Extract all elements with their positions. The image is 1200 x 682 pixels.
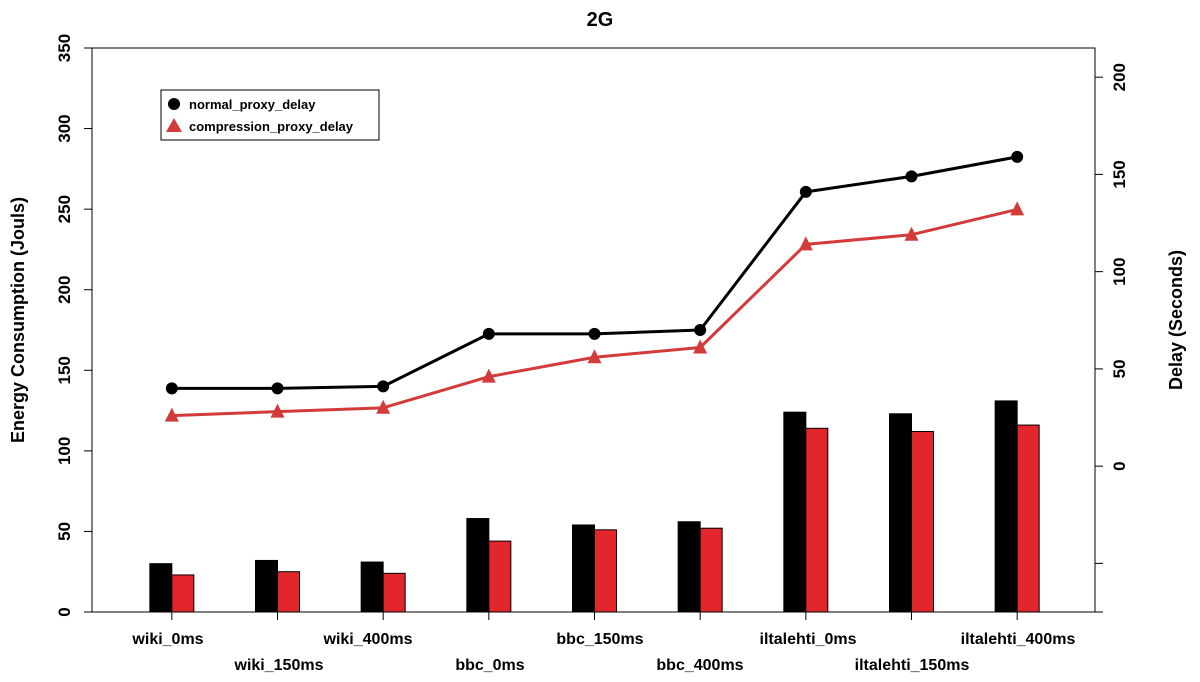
y2-axis-title: Delay (Seconds) (1166, 250, 1186, 390)
point-normal_proxy_delay-bbc_400ms (694, 324, 706, 336)
x-tick-label-bbc_400ms: bbc_400ms (656, 657, 743, 674)
line-compression_proxy_delay (172, 209, 1017, 415)
y2-tick-label-50: 50 (1110, 359, 1129, 378)
bar-s2-bbc_150ms (595, 530, 617, 612)
bar-s1-wiki_0ms (150, 564, 172, 612)
bar-s2-wiki_0ms (172, 575, 194, 612)
legend: normal_proxy_delay compression_proxy_dela… (161, 90, 379, 140)
y2-tick-label-100: 100 (1110, 257, 1129, 285)
y-tick-label-0: 0 (55, 607, 74, 616)
bar-s2-iltalehti_0ms (806, 428, 828, 612)
point-normal_proxy_delay-iltalehti_0ms (800, 186, 812, 198)
point-normal_proxy_delay-wiki_150ms (272, 382, 284, 394)
lines-layer (165, 151, 1024, 422)
bar-s1-iltalehti_0ms (784, 412, 806, 612)
bar-s2-bbc_400ms (700, 528, 722, 612)
x-tick-label-iltalehti_0ms: iltalehti_0ms (760, 631, 857, 648)
y-axis-title: Energy Consumption (Jouls) (8, 197, 28, 443)
y2-tick-label-150: 150 (1110, 160, 1129, 188)
bar-s1-iltalehti_400ms (995, 401, 1017, 612)
point-normal_proxy_delay-wiki_0ms (166, 382, 178, 394)
point-compression_proxy_delay-iltalehti_400ms (1010, 201, 1024, 215)
x-tick-label-wiki_150ms: wiki_150ms (234, 657, 324, 674)
bar-s1-bbc_400ms (678, 522, 700, 612)
chart-title: 2G (587, 9, 614, 31)
y-tick-label-50: 50 (55, 522, 74, 541)
bars-layer (150, 401, 1039, 612)
bar-s1-wiki_400ms (361, 562, 383, 612)
legend-marker-normal_proxy_delay (168, 98, 180, 110)
bar-s1-iltalehti_150ms (890, 414, 912, 612)
point-normal_proxy_delay-wiki_400ms (377, 380, 389, 392)
bar-s2-wiki_400ms (383, 573, 405, 612)
legend-label-normal_proxy_delay: normal_proxy_delay (189, 97, 316, 112)
x-tick-label-iltalehti_150ms: iltalehti_150ms (855, 657, 970, 674)
y2-tick-label-0: 0 (1110, 461, 1129, 470)
point-normal_proxy_delay-bbc_0ms (483, 328, 495, 340)
legend-label-compression_proxy_delay: compression_proxy_delay (189, 119, 354, 134)
bar-s1-bbc_0ms (467, 519, 489, 612)
y-tick-label-150: 150 (55, 356, 74, 384)
point-normal_proxy_delay-bbc_150ms (589, 328, 601, 340)
bar-s1-wiki_150ms (256, 560, 278, 612)
x-tick-label-bbc_0ms: bbc_0ms (455, 657, 524, 674)
bar-s2-wiki_150ms (278, 572, 300, 612)
x-tick-label-wiki_400ms: wiki_400ms (323, 631, 413, 648)
point-normal_proxy_delay-iltalehti_150ms (906, 170, 918, 182)
y-tick-label-100: 100 (55, 437, 74, 465)
y-tick-label-200: 200 (55, 276, 74, 304)
x-tick-label-bbc_150ms: bbc_150ms (556, 631, 643, 648)
y2-tick-label-200: 200 (1110, 63, 1129, 91)
x-tick-label-iltalehti_400ms: iltalehti_400ms (961, 631, 1076, 648)
y-tick-label-350: 350 (55, 34, 74, 62)
x-tick-label-wiki_0ms: wiki_0ms (131, 631, 203, 648)
bar-s1-bbc_150ms (573, 525, 595, 612)
point-normal_proxy_delay-iltalehti_400ms (1011, 151, 1023, 163)
y-tick-label-300: 300 (55, 114, 74, 142)
y-tick-label-250: 250 (55, 195, 74, 223)
bar-s2-iltalehti_150ms (912, 432, 934, 612)
bar-s2-bbc_0ms (489, 541, 511, 612)
bar-s2-iltalehti_400ms (1017, 425, 1039, 612)
